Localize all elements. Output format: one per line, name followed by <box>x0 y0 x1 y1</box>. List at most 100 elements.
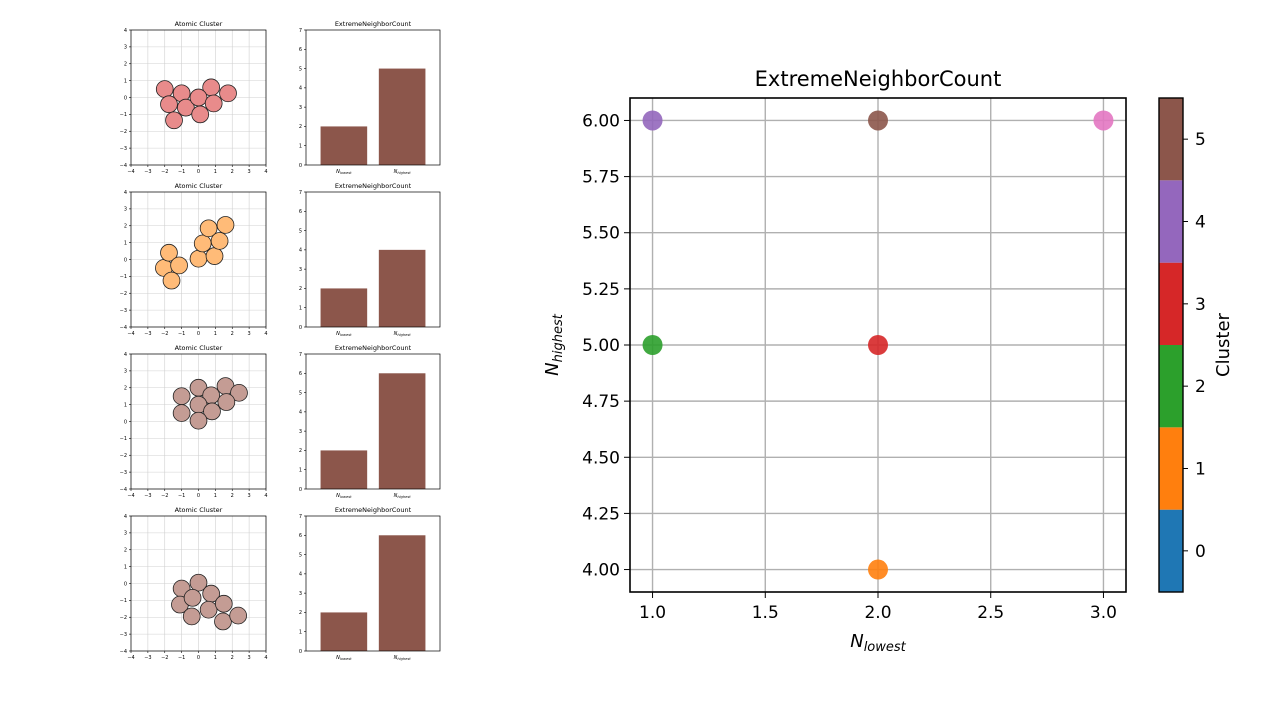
chart-title: ExtremeNeighborCount <box>755 67 1002 91</box>
atom-point <box>216 216 235 234</box>
y-tick-label: 7 <box>299 28 302 34</box>
y-axis-label-group: Nhighest <box>542 313 566 376</box>
plot-frame <box>130 353 267 490</box>
colorbar-tick-label: 1 <box>1195 460 1206 480</box>
atom-point <box>189 88 208 107</box>
x-tick-label: 4 <box>264 655 267 661</box>
bar-highest <box>378 249 426 327</box>
x-tick-label: 0 <box>197 331 200 337</box>
plot-frame <box>305 191 441 328</box>
x-tick-label: 4 <box>264 331 267 337</box>
y-tick-label: 1 <box>299 468 302 474</box>
subplot-title: Atomic Cluster <box>175 182 223 190</box>
y-tick-label: 7 <box>299 352 302 358</box>
y-tick-label: 5.50 <box>582 224 620 244</box>
y-tick-label: 4 <box>299 410 302 416</box>
x-tick-label: −3 <box>144 169 151 175</box>
plot-frame <box>305 29 441 166</box>
subplot-title: Atomic Cluster <box>175 344 223 352</box>
x-tick-label: −1 <box>178 331 185 337</box>
colorbar-segment-3 <box>1159 262 1183 345</box>
tick-label-subscript: highest <box>397 495 411 499</box>
colorbar-tick-label: 3 <box>1195 295 1206 315</box>
y-tick-label: 4 <box>299 572 302 578</box>
x-tick-label-lowest: Nlowest <box>336 169 352 175</box>
x-tick-label: 2 <box>231 493 234 499</box>
atom-point <box>210 232 229 250</box>
y-tick-label: 7 <box>299 514 302 520</box>
x-tick-label: 1.0 <box>639 603 666 623</box>
y-tick-label: 4 <box>299 86 302 92</box>
x-tick-label-highest: Nhighest <box>394 331 412 337</box>
x-tick-label-lowest: Nlowest <box>336 493 352 499</box>
y-tick-label: 6 <box>299 371 302 377</box>
colorbar-tick-label: 0 <box>1195 542 1206 562</box>
tick-label-symbol: N <box>336 493 340 499</box>
colorbar-segment-4 <box>1159 180 1183 263</box>
subplot-title: ExtremeNeighborCount <box>335 182 412 190</box>
atom-point <box>172 387 191 406</box>
y-tick-label: −3 <box>120 146 127 152</box>
tick-label-subscript: highest <box>397 657 411 661</box>
y-tick-label: 5.25 <box>582 280 620 300</box>
x-tick-label: −1 <box>178 655 185 661</box>
y-tick-label: −4 <box>120 649 127 655</box>
x-axis-label-symbol: N <box>850 631 863 652</box>
y-tick-label: 0 <box>299 163 302 169</box>
x-tick-label: 3 <box>248 169 251 175</box>
y-tick-label: 4.75 <box>582 392 620 412</box>
colorbar-segment-1 <box>1159 427 1183 510</box>
plot-frame <box>305 515 441 652</box>
y-tick-label: 0 <box>124 95 127 101</box>
y-tick-label: −3 <box>120 632 127 638</box>
atom-point <box>182 607 201 626</box>
tick-label-subscript: lowest <box>340 333 352 337</box>
x-tick-label: 2.5 <box>977 603 1004 623</box>
x-tick-label: −2 <box>161 331 168 337</box>
y-axis-label-symbol: N <box>542 362 563 375</box>
bar-highest <box>378 68 426 165</box>
x-tick-label: 1 <box>214 655 217 661</box>
y-tick-label: 5 <box>299 552 302 558</box>
x-tick-label-highest: Nhighest <box>394 493 412 499</box>
y-tick-label: −1 <box>120 274 127 280</box>
colorbar-segment-0 <box>1159 509 1183 592</box>
y-tick-label: 3 <box>299 429 302 435</box>
atom-point <box>162 271 181 290</box>
y-tick-label: 2 <box>299 610 302 616</box>
y-axis-label: Nhighest <box>542 313 566 376</box>
atomic-cluster-panel-3: −4 −3 −2 −1 0 1 2 3 4 −4 −3 −2 −1 0 1 2 3 4 Atomic Cluster <box>120 344 268 499</box>
plot-frame <box>629 97 1127 593</box>
y-tick-label: 2 <box>299 286 302 292</box>
tick-label-symbol: N <box>336 169 340 175</box>
atom-point <box>189 573 208 592</box>
y-tick-label: 3 <box>299 267 302 273</box>
y-tick-label: 1 <box>299 306 302 312</box>
atom-point <box>217 393 236 411</box>
y-tick-label: 0 <box>124 419 127 425</box>
atom-point <box>204 94 223 113</box>
y-tick-label: 3 <box>124 531 127 537</box>
colorbar-tick-label: 2 <box>1195 377 1206 397</box>
atom-point <box>214 612 232 631</box>
y-tick-label: 0 <box>299 649 302 655</box>
plot-frame <box>305 353 441 490</box>
x-tick-label: −4 <box>127 655 134 661</box>
y-tick-label: −1 <box>120 112 127 118</box>
atom-point <box>183 589 202 607</box>
y-tick-label: 4.50 <box>582 448 620 468</box>
colorbar-label-group: Cluster <box>1213 312 1234 376</box>
y-tick-label: 2 <box>124 62 127 68</box>
y-tick-label: 4 <box>124 352 127 358</box>
tick-label-subscript: highest <box>397 333 411 337</box>
atom-point <box>203 402 221 421</box>
x-tick-label-lowest: Nlowest <box>336 331 352 337</box>
y-tick-label: 1 <box>299 630 302 636</box>
y-tick-label: 2 <box>124 224 127 230</box>
subplot-title: Atomic Cluster <box>175 506 223 514</box>
atom-point <box>165 111 183 130</box>
y-tick-label: 4 <box>124 190 127 196</box>
